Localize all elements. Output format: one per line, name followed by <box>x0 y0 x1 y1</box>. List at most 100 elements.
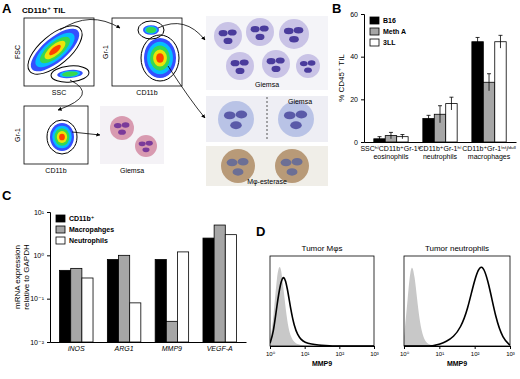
bar <box>225 235 236 342</box>
tick-label: VEGF-A <box>207 345 233 352</box>
nucleus <box>142 147 149 152</box>
legend-swatch <box>56 226 65 233</box>
bar <box>203 238 214 342</box>
tick-mark <box>439 346 440 349</box>
x-axis: SSCʰⁱCD11b⁺Gr-1ˡᵒeosinophilsCD11b⁺Gr-1ʰⁱ… <box>360 142 516 161</box>
error-bar <box>438 106 442 123</box>
tick: 10³ <box>506 346 515 357</box>
error-whisker <box>379 137 380 141</box>
nucleus <box>224 38 233 44</box>
tick-mark <box>374 346 375 349</box>
tick-label: ARG1 <box>114 345 134 352</box>
tick-mark <box>404 346 405 349</box>
flow-density <box>143 25 159 35</box>
tick-label: SSCʰⁱCD11b⁺Gr-1ˡᵒeosinophils <box>360 145 421 161</box>
tick-label: MMP9 <box>162 345 182 352</box>
axis-line <box>47 213 51 343</box>
chart-title: Tumor neutrophils <box>425 244 489 253</box>
axis-title: mRNA expressionrelative to GAPDH <box>13 244 31 310</box>
panel-label: C <box>2 188 12 203</box>
tick-label: 10⁰ <box>266 351 276 357</box>
tick-mark <box>270 346 271 349</box>
flow-density <box>62 71 78 77</box>
bar <box>495 42 506 142</box>
flow-density <box>52 126 71 149</box>
axis-line <box>51 342 247 343</box>
nucleus <box>240 59 249 65</box>
plot-frame <box>270 256 374 346</box>
bar-chart: 0204060SSCʰⁱCD11b⁺Gr-1ˡᵒeosinophilsCD11b… <box>337 11 517 162</box>
legend: B16Meth A3LL <box>370 17 406 46</box>
nucleus <box>267 58 276 64</box>
nucleus <box>238 158 249 165</box>
axis-line <box>361 15 365 143</box>
tick: 10² <box>335 346 344 357</box>
nucleus <box>256 34 265 40</box>
tick-mark <box>361 14 364 15</box>
error-cap <box>498 35 502 36</box>
tick-label: 60 <box>350 11 358 18</box>
error-cap <box>476 37 480 38</box>
nucleus <box>281 159 292 166</box>
tick-mark <box>510 346 511 349</box>
plot-area <box>60 225 237 342</box>
tick-label: 10⁰ <box>33 252 44 259</box>
arrow <box>58 80 83 110</box>
flow-density <box>57 131 67 143</box>
gate <box>50 64 89 83</box>
error-cap <box>487 73 491 74</box>
flow-density <box>145 26 158 34</box>
error-cap <box>400 134 404 135</box>
tick: 10⁻² <box>30 339 50 346</box>
flow-density <box>147 42 173 74</box>
tick: 20 <box>350 96 364 103</box>
bar <box>472 42 483 142</box>
tick: 10¹ <box>34 209 50 216</box>
cell <box>262 50 290 78</box>
bar <box>483 82 494 142</box>
tick: iNOS <box>68 342 85 352</box>
nucleus <box>251 26 260 32</box>
tick-label: 10² <box>335 351 344 357</box>
legend-label: Meth A <box>383 28 406 35</box>
nucleus <box>233 168 244 175</box>
x-axis: 10⁰10¹10²10³ <box>266 346 379 357</box>
micrograph <box>206 96 328 142</box>
legend-swatch <box>370 28 379 35</box>
bar <box>60 270 71 342</box>
y-axis: 0204060 <box>350 11 364 146</box>
figure: ABCDCD11b⁺ TILSSCFSCCD11bGr-1CD11bGr-1Gi… <box>0 0 520 379</box>
bar <box>82 278 93 342</box>
legend: CD11b⁺MacropahgesNeutrophils <box>56 215 114 245</box>
nucleus <box>300 61 308 66</box>
gate-title: CD11b⁺ TIL <box>22 6 65 15</box>
axis-title: Gr-1 <box>102 45 109 59</box>
bar <box>177 252 188 342</box>
tick-mark <box>47 255 50 256</box>
legend-label: Neutrophils <box>69 237 108 245</box>
tick-label: 10³ <box>506 351 515 357</box>
stain-label: Giemsa <box>288 98 312 105</box>
tick: 10² <box>471 346 480 357</box>
nucleus <box>284 28 294 35</box>
axis-line <box>405 347 511 350</box>
bar <box>119 255 130 342</box>
nucleus <box>290 121 302 129</box>
nucleus <box>260 25 269 31</box>
flow-density <box>144 38 176 78</box>
axis-title: MMP9 <box>447 360 467 367</box>
tick-label: 40 <box>350 53 358 60</box>
plot-area <box>270 267 374 346</box>
nucleus <box>139 141 146 146</box>
tick-mark <box>47 212 50 213</box>
nucleus <box>231 60 240 66</box>
tick-label: 10¹ <box>301 351 310 357</box>
gate <box>20 17 90 82</box>
flow-density <box>48 43 63 57</box>
nucleus <box>146 141 153 146</box>
chart-title: Tumor Mφs <box>302 244 343 253</box>
bar-chart: 10⁻²10⁻¹10⁰10¹iNOSARG1MMP9VEGF-AmRNA exp… <box>13 209 247 353</box>
arrow <box>158 24 205 40</box>
panel-label: D <box>256 224 265 239</box>
panel-label: B <box>332 1 341 16</box>
